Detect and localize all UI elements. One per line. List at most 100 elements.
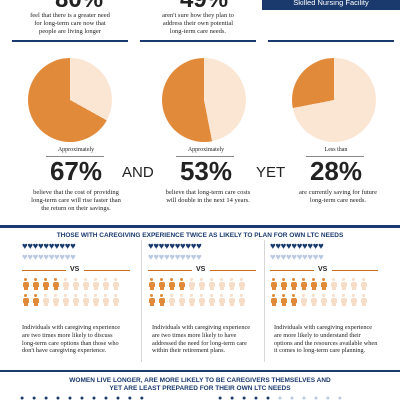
person-icon (330, 294, 337, 306)
person-icon (32, 294, 39, 306)
person-icon (330, 278, 337, 290)
stat-qualifier: Approximately (57, 147, 95, 153)
person-icon (350, 294, 357, 306)
person-icon (72, 278, 79, 290)
person-icon (218, 278, 225, 290)
person-icon (218, 294, 225, 306)
stat2-description: aren't sure how they plan to address the… (162, 12, 234, 35)
person-row (270, 294, 370, 306)
dot-row-right: ● ● ● ● ● ● ● ● ● ● ● (218, 394, 346, 402)
stat-value-67: 67% (49, 156, 103, 186)
heart-icon: ♥♥♥♥♥♥♥♥♥♥ (270, 242, 324, 252)
person-icon (270, 278, 277, 290)
person-icon (290, 278, 297, 290)
stat-qualifier: Less than (324, 147, 348, 153)
person-icon (102, 294, 109, 306)
snf-banner (262, 0, 400, 10)
vs-label: VS (70, 266, 80, 273)
vs-rule (84, 270, 130, 271)
person-icon (188, 278, 195, 290)
person-icon (72, 294, 79, 306)
heart-icon: ♥♥♥♥♥♥♥♥♥♥ (148, 253, 202, 263)
panel-caption: Individuals with caregiving experience a… (274, 324, 378, 355)
heart-icon: ♥♥♥♥♥♥♥♥♥♥ (22, 242, 76, 252)
person-row (148, 294, 248, 306)
stat-description-67: believe that the cost of providing long-… (31, 189, 121, 212)
section-divider (0, 225, 400, 228)
panel-caption: Individuals with caregiving experience a… (152, 324, 251, 355)
person-icon (112, 294, 119, 306)
person-icon (92, 294, 99, 306)
person-icon (270, 294, 277, 306)
person-icon (158, 278, 165, 290)
person-icon (62, 278, 69, 290)
vs-rule (270, 270, 314, 271)
person-icon (350, 278, 357, 290)
person-icon (238, 278, 245, 290)
person-icon (52, 278, 59, 290)
stat-qualifier: Approximately (187, 147, 225, 153)
person-row-highlighted (270, 278, 370, 290)
stat1-description: feel that there is a greater need for lo… (30, 12, 110, 35)
person-icon (148, 278, 155, 290)
person-icon (112, 278, 119, 290)
women-section-title: WOMEN LIVE LONGER, ARE MORE LIKELY TO BE… (69, 377, 331, 392)
panel-divider (264, 240, 265, 362)
stat-value-53: 53% (179, 156, 233, 186)
qualifier-underline (306, 156, 364, 157)
person-icon (198, 294, 205, 306)
dot-row-left: ● ● ● ● ● ● ● ● ● ● ● (20, 394, 148, 402)
vs-rule (332, 270, 378, 271)
person-icon (360, 278, 367, 290)
person-icon (340, 278, 347, 290)
connector-and: AND (122, 164, 154, 181)
heart-icon: ♥♥♥♥♥♥♥♥♥♥ (270, 253, 324, 263)
connector-yet: YET (256, 164, 286, 181)
caregiving-panel-1: ♥♥♥♥♥♥♥♥♥♥ ♥♥♥♥♥♥♥♥♥♥ VS Individuals wit… (22, 242, 140, 360)
person-icon (82, 294, 89, 306)
vs-rule (210, 270, 256, 271)
pie-chart-67 (28, 58, 112, 142)
person-icon (168, 278, 175, 290)
person-icon (228, 294, 235, 306)
person-icon (178, 294, 185, 306)
vs-label: VS (196, 266, 206, 273)
panel-caption: Individuals with caregiving experience a… (22, 324, 121, 355)
snf-label: Skilled Nursing Facility (293, 0, 369, 7)
person-row-highlighted (22, 278, 122, 290)
person-row-highlighted (148, 278, 248, 290)
person-icon (168, 294, 175, 306)
vs-label: VS (318, 266, 328, 273)
person-icon (340, 294, 347, 306)
stat-description-53: believe that long-term care costs will d… (165, 189, 251, 204)
person-icon (280, 278, 287, 290)
person-icon (188, 294, 195, 306)
person-icon (320, 278, 327, 290)
caregiving-panel-3: ♥♥♥♥♥♥♥♥♥♥ ♥♥♥♥♥♥♥♥♥♥ VS Individuals wit… (270, 242, 388, 360)
vs-rule (22, 270, 66, 271)
person-icon (310, 294, 317, 306)
person-icon (320, 294, 327, 306)
stat1-divider (12, 40, 128, 42)
bottom-divider (0, 370, 400, 372)
person-icon (178, 278, 185, 290)
person-icon (238, 294, 245, 306)
person-icon (208, 294, 215, 306)
person-icon (280, 294, 287, 306)
stat2-value: 49% (180, 0, 228, 14)
person-icon (52, 294, 59, 306)
person-icon (198, 278, 205, 290)
caregiving-panel-2: ♥♥♥♥♥♥♥♥♥♥ ♥♥♥♥♥♥♥♥♥♥ VS Individuals wit… (148, 242, 266, 360)
person-icon (148, 294, 155, 306)
snf-divider (268, 40, 394, 42)
stat2-divider (140, 40, 256, 42)
heart-icon: ♥♥♥♥♥♥♥♥♥♥ (148, 242, 202, 252)
qualifier-underline (176, 156, 234, 157)
stat-value-28: 28% (309, 156, 363, 186)
caregiving-section-title: THOSE WITH CAREGIVING EXPERIENCE TWICE A… (56, 232, 344, 239)
person-icon (62, 294, 69, 306)
pie-chart-53 (162, 58, 246, 142)
person-icon (158, 294, 165, 306)
panel-divider (141, 240, 142, 362)
person-icon (32, 278, 39, 290)
